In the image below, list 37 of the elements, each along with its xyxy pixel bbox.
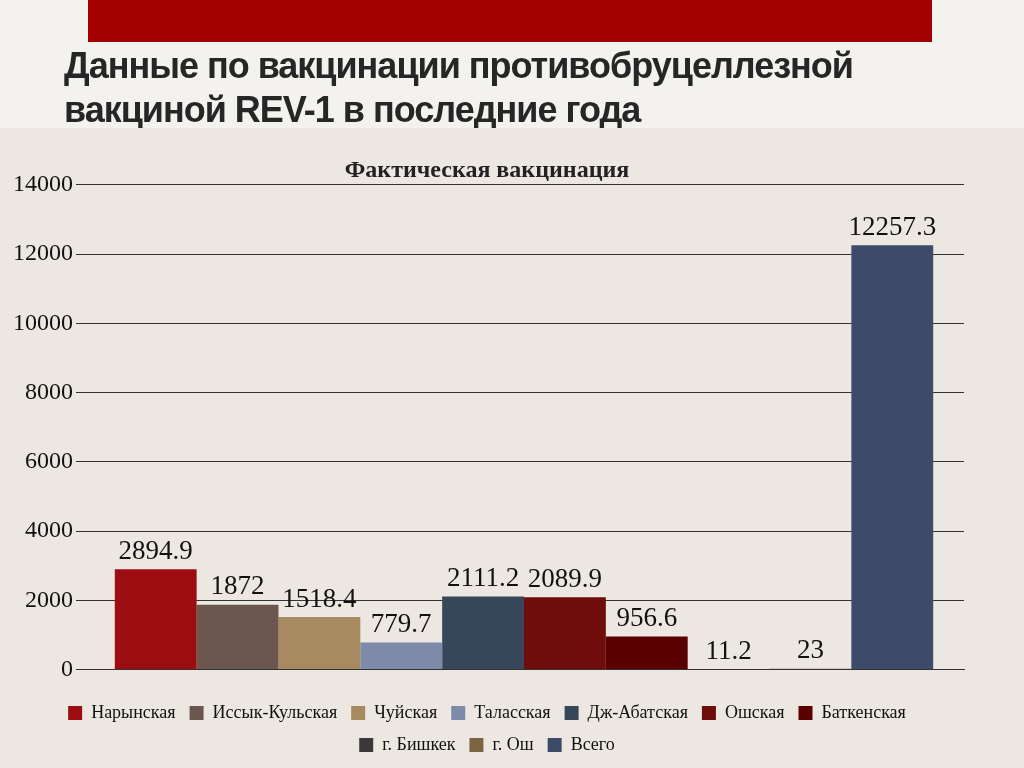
legend-label: Всего	[570, 733, 615, 754]
y-tick-label: 10000	[13, 308, 73, 335]
legend-label: Баткенская	[821, 701, 906, 722]
data-label: 2894.9	[118, 534, 193, 565]
y-tick-label: 14000	[13, 170, 73, 197]
legend-label: Чуйская	[374, 701, 438, 722]
bar	[360, 642, 443, 670]
data-label: 956.6	[616, 602, 678, 633]
data-label: 1872	[210, 570, 265, 601]
chart-subtitle: Фактическая вакцинация	[344, 155, 630, 182]
y-tick-label: 6000	[25, 447, 73, 474]
chart-title: Данные по вакцинации противобруцеллезной вакциной REV-1 в последние года	[64, 44, 854, 132]
data-label: 12257.3	[848, 210, 937, 241]
legend-label: Иссык-Кульская	[212, 701, 338, 722]
y-tick-label: 4000	[25, 516, 73, 543]
legend-label: Таласская	[474, 701, 551, 722]
data-label: 11.2	[705, 634, 752, 665]
data-label: 2089.9	[527, 562, 603, 593]
bar	[114, 569, 197, 670]
legend-label: Нарынская	[91, 701, 176, 722]
bar	[524, 597, 606, 670]
data-label: 23	[796, 634, 824, 665]
legend-label: г. Бишкек	[382, 733, 456, 754]
y-tick-label: 0	[61, 654, 73, 681]
bar	[196, 604, 279, 670]
legend-label: Ошская	[724, 701, 785, 722]
data-label: 2111.2	[446, 562, 520, 593]
bar	[851, 245, 934, 670]
legend-label: г. Ош	[492, 733, 534, 754]
y-tick-label: 2000	[25, 585, 73, 612]
bar	[278, 617, 361, 670]
y-tick-label: 8000	[25, 377, 73, 404]
bar	[605, 636, 688, 670]
legend-label: Дж-Абатская	[587, 701, 688, 722]
bar	[442, 596, 524, 670]
data-label: 779.7	[370, 608, 432, 639]
y-tick-label: 12000	[13, 239, 73, 266]
